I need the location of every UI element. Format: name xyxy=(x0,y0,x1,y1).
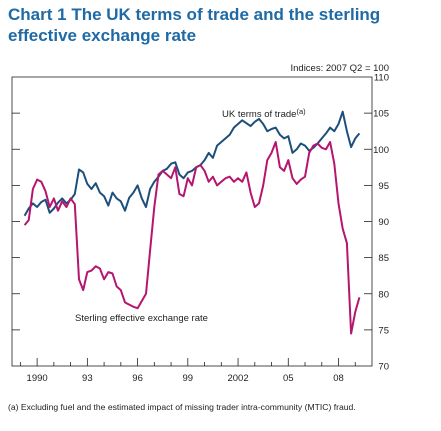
chart-number-label: Chart 1 xyxy=(8,5,67,24)
y-tick-label-105: 105 xyxy=(373,109,389,120)
chart-title: Chart 1 The UK terms of trade and the st… xyxy=(8,4,436,46)
y-tick-label-90: 90 xyxy=(378,217,389,228)
y-tick-label-110: 110 xyxy=(374,73,389,84)
labels-group: Indices: 2007 Q2 = 100 70 75 80 85 90 95 100 105… xyxy=(27,63,389,384)
footnote-marker: (a) xyxy=(296,107,306,116)
series-group xyxy=(23,110,361,335)
x-tick-label-99: 99 xyxy=(183,373,194,384)
y-tick-label-70: 70 xyxy=(378,362,389,373)
x-tick-label-08: 08 xyxy=(333,373,344,384)
x-tick-label-2002: 2002 xyxy=(227,373,248,384)
line-chart: Indices: 2007 Q2 = 100 70 75 80 85 90 95 100 105… xyxy=(11,63,389,384)
y-tick-label-75: 75 xyxy=(378,325,389,336)
series-label-terms-of-trade: UK terms of trade(a) xyxy=(222,107,306,120)
axes-group xyxy=(12,112,372,366)
units-label: Indices: 2007 Q2 = 100 xyxy=(290,63,389,74)
y-tick-label-95: 95 xyxy=(378,181,389,192)
chart-footnote: (a) Excluding fuel and the estimated imp… xyxy=(8,402,356,412)
y-tick-label-100: 100 xyxy=(373,145,389,156)
x-tick-label-93: 93 xyxy=(82,373,93,384)
sterling-eer-line xyxy=(23,141,361,335)
y-tick-label-80: 80 xyxy=(378,289,389,300)
x-tick-label-05: 05 xyxy=(283,373,294,384)
x-tick-label-1990: 1990 xyxy=(27,373,48,384)
x-tick-label-96: 96 xyxy=(132,373,143,384)
y-tick-label-85: 85 xyxy=(378,253,389,264)
terms-of-trade-line xyxy=(23,110,361,217)
series-label-sterling-eer: Sterling effective exchange rate xyxy=(75,313,208,324)
chart-title-text: The UK terms of trade and the sterling e… xyxy=(8,5,381,45)
